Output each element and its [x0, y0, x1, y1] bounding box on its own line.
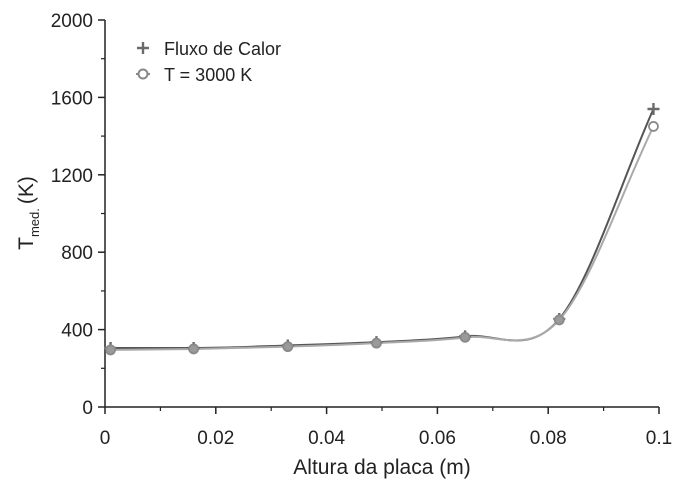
series-1-point	[188, 343, 200, 355]
y-tick-label: 400	[61, 321, 93, 342]
ticks: 0 400 800 1200 1600 2000 0 0.02 0.04 0.06 0.08 0.1	[51, 11, 672, 449]
series-1-point	[459, 331, 471, 343]
series-1-point	[282, 341, 294, 353]
series-1-point	[648, 121, 659, 132]
series-1-point	[105, 344, 116, 356]
y-tick-label: 0	[82, 398, 93, 419]
y-tick-label: 1200	[51, 166, 93, 187]
x-tick-label: 0.04	[308, 428, 345, 449]
y-tick-label: 800	[61, 243, 93, 264]
series-0-point	[647, 103, 660, 116]
series-markers	[104, 103, 660, 356]
svg-text:Tmed.(K): Tmed. (K)	[15, 176, 42, 250]
y-tick-label: 2000	[51, 11, 93, 32]
legend-item-1: T = 3000 K	[136, 65, 252, 85]
series-1-point	[553, 314, 565, 326]
legend-circle-marker	[137, 68, 149, 80]
x-tick-label: 0.08	[530, 428, 567, 449]
y-axis-label: Tmed. (K)	[15, 176, 42, 250]
series-curves	[110, 108, 655, 351]
series-1-line	[110, 125, 655, 351]
legend-plus-marker	[137, 42, 149, 54]
series-1-point	[371, 337, 382, 349]
x-tick-label: 0.1	[646, 428, 672, 449]
y-tick-label: 1600	[51, 88, 93, 109]
legend-item-0: Fluxo de Calor	[137, 39, 281, 59]
legend-label-1: T = 3000 K	[164, 65, 252, 85]
legend-label-0: Fluxo de Calor	[164, 39, 281, 59]
x-tick-label: 0.06	[419, 428, 456, 449]
series-0-line	[110, 108, 655, 349]
x-tick-label: 0.02	[197, 428, 234, 449]
legend: Fluxo de Calor T = 3000 K	[136, 39, 281, 85]
x-axis-label: Altura da placa (m)	[293, 456, 470, 479]
y-axis-label-subscript: med.	[27, 208, 42, 237]
y-axis-label-unit: (K)	[15, 176, 38, 204]
y-axis-label-main: T	[15, 237, 38, 250]
x-tick-label: 0	[100, 428, 111, 449]
